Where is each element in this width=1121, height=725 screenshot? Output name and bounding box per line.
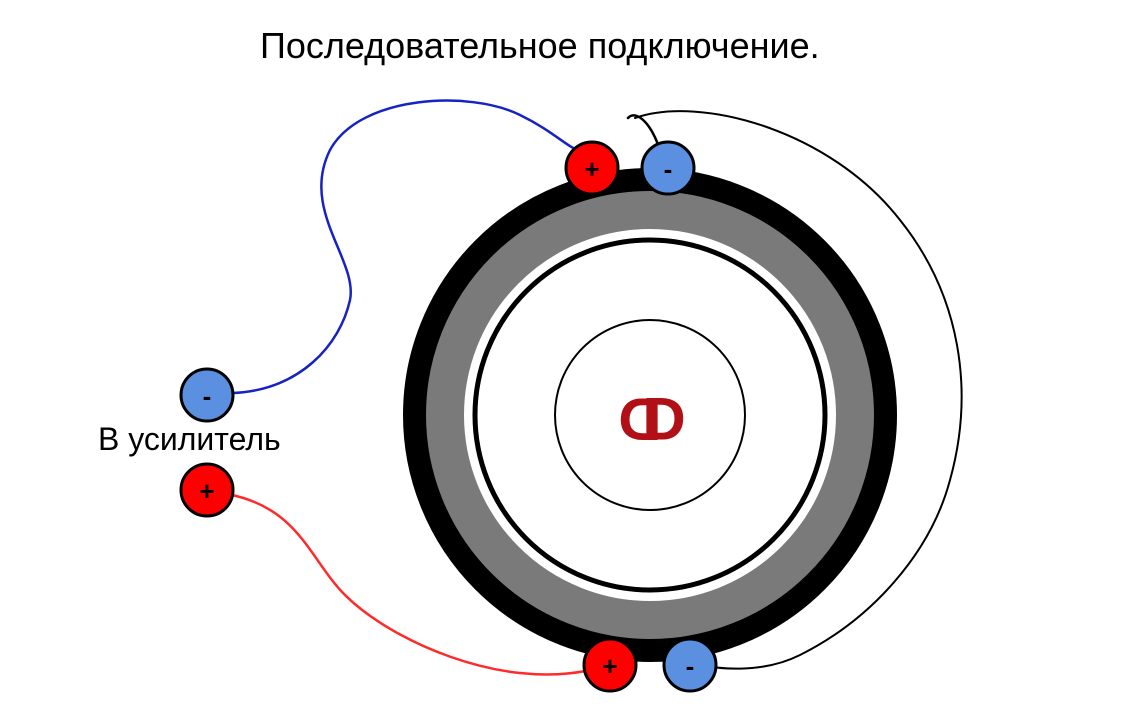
plus-icon: +: [602, 651, 617, 681]
plus-icon: +: [199, 476, 214, 506]
svg-text:D: D: [642, 386, 685, 453]
plus-icon: +: [584, 154, 599, 184]
terminal-top-neg: -: [642, 142, 694, 194]
terminal-bot-neg: -: [664, 639, 716, 691]
minus-icon: -: [203, 381, 212, 411]
terminal-top-pos: +: [566, 142, 618, 194]
amplifier-label: В усилитель: [98, 421, 281, 457]
dd-logo-icon: DD: [618, 386, 685, 453]
diagram-title: Последовательное подключение.: [260, 25, 820, 66]
terminal-bot-pos: +: [584, 639, 636, 691]
terminal-amp-neg: -: [181, 369, 233, 421]
terminal-amp-pos: +: [181, 464, 233, 516]
minus-icon: -: [686, 651, 695, 681]
minus-icon: -: [664, 154, 673, 184]
